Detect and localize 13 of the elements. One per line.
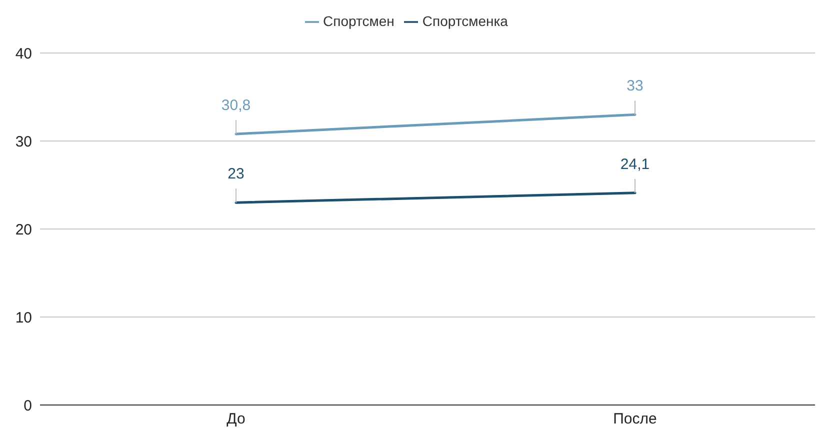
legend-label: Спортсмен [323, 13, 394, 29]
y-tick-label: 10 [15, 309, 32, 326]
data-label: 23 [228, 166, 244, 183]
y-tick-label: 30 [15, 133, 32, 150]
legend-label: Спортсменка [422, 13, 508, 29]
data-label: 33 [626, 78, 644, 95]
x-tick-label: После [613, 410, 657, 428]
data-label: 24,1 [620, 156, 650, 173]
y-tick-label: 20 [15, 221, 32, 238]
x-tick-label: До [226, 410, 246, 428]
y-tick-label: 40 [15, 45, 32, 62]
y-tick-label: 0 [24, 397, 32, 414]
data-label: 30,8 [221, 96, 251, 114]
